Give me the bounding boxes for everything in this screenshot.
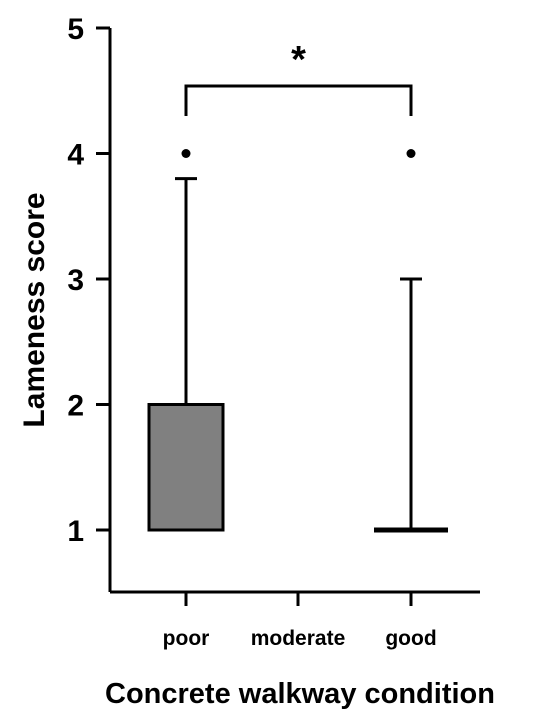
box-poor-outlier <box>181 149 191 158</box>
y-tick-label: 2 <box>67 390 84 423</box>
tick-labels: 1 2 3 4 5 poor moderate good * <box>67 13 436 650</box>
x-tick-label-moderate: moderate <box>251 627 346 650</box>
significance-label: * <box>291 39 306 81</box>
y-tick-label: 3 <box>67 264 84 297</box>
axes <box>96 26 480 606</box>
x-axis-label: Concrete walkway condition <box>105 678 495 710</box>
box-good-outlier <box>406 149 416 158</box>
plot-marks <box>147 84 448 533</box>
y-tick-label: 4 <box>67 139 84 172</box>
y-tick-label: 1 <box>67 515 84 548</box>
x-tick-label-good: good <box>385 627 436 650</box>
box-poor-body <box>147 403 225 532</box>
significance-bracket <box>184 84 413 116</box>
y-tick-label: 5 <box>67 13 84 46</box>
x-tick-label-poor: poor <box>163 627 210 650</box>
y-axis-label: Lameness score <box>18 192 51 427</box>
